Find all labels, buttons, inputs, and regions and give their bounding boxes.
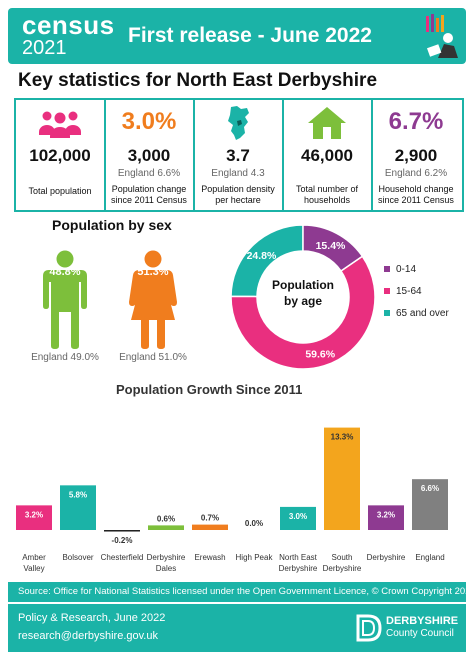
stat-percent: 3.0% <box>121 108 177 135</box>
x-tick-label: Amber <box>22 553 46 562</box>
x-tick-label: High Peak <box>236 553 274 562</box>
logo-sub: County Council <box>386 628 454 639</box>
male-percent: 48.8% <box>49 266 81 278</box>
x-tick-label: South <box>332 553 353 562</box>
bar <box>324 427 360 530</box>
donut-slice-label: 24.8% <box>247 250 277 262</box>
x-tick-label: Derbyshire <box>279 564 318 573</box>
derbyshire-logo: DERBYSHIRE County Council <box>356 612 459 644</box>
stat-england: England 4.3 <box>211 168 265 179</box>
bar <box>192 524 228 530</box>
x-tick-label: Derbyshire <box>147 553 186 562</box>
stat-value: 2,900 <box>394 146 438 165</box>
legend-label: 0-14 <box>396 263 417 275</box>
stat-population-change: 3.0% 3,000 England 6.6% Population chang… <box>105 100 195 210</box>
stat-label: Household change since 2011 Census <box>378 184 454 205</box>
female-england: England 51.0% <box>119 352 187 363</box>
population-by-age-donut: Population by age 15.4% 59.6% 24.8% <box>230 224 376 370</box>
bar-data-label: 3.0% <box>289 512 307 521</box>
female-figure-icon <box>129 250 177 349</box>
bar <box>16 505 52 530</box>
census-figures-icon <box>426 14 458 58</box>
donut-slice-label: 59.6% <box>305 348 335 360</box>
stat-population-density: 3.7 England 4.3 Population density per h… <box>194 100 284 210</box>
population-by-sex-title: Population by sex <box>52 217 172 233</box>
stat-label: Population density per hectare <box>201 184 275 205</box>
stat-england: England 6.2% <box>384 168 448 179</box>
bar <box>368 505 404 530</box>
derbyshire-d-icon <box>356 614 382 642</box>
key-stats-panel: 102,000 Total population 3.0% 3,000 Engl… <box>14 98 464 212</box>
release-title: First release - June 2022 <box>128 24 372 47</box>
donut-center-label-line1: Population <box>272 278 334 292</box>
legend-swatch <box>384 266 390 272</box>
stat-value: 3.7 <box>226 146 250 165</box>
bar-data-label: 3.2% <box>377 510 395 519</box>
stat-total-population: 102,000 Total population <box>16 100 106 210</box>
x-tick-label: Dales <box>156 564 176 573</box>
x-tick-label: Valley <box>23 564 44 573</box>
stat-value: 46,000 <box>301 146 353 165</box>
x-tick-label: Erewash <box>194 553 225 562</box>
x-tick-label: North East <box>279 553 318 562</box>
census-logo-year: 2021 <box>22 37 67 59</box>
legend-label: 65 and over <box>396 307 449 319</box>
footer-email-link[interactable]: research@derbyshire.gov.uk <box>18 630 158 642</box>
x-tick-label: Bolsover <box>62 553 93 562</box>
bar-data-label: 0.0% <box>245 519 263 528</box>
footer: Policy & Research, June 2022 research@de… <box>8 604 466 652</box>
derbyshire-map-icon <box>194 106 282 140</box>
age-legend: 0-14 15-64 65 and over <box>384 258 449 324</box>
donut-slice-label: 15.4% <box>316 240 346 252</box>
header-banner <box>8 8 466 64</box>
bar-data-label: 13.3% <box>331 433 354 442</box>
x-tick-label: Derbyshire <box>367 553 406 562</box>
bar <box>412 479 448 530</box>
legend-item-15-64: 15-64 <box>384 280 449 302</box>
stat-household-change: 6.7% 2,900 England 6.2% Household change… <box>372 100 460 210</box>
bar <box>280 506 316 530</box>
legend-item-65-and-over: 65 and over <box>384 302 449 324</box>
footer-publisher: Policy & Research, June 2022 <box>18 612 166 624</box>
stat-households: 46,000 Total number of households <box>283 100 373 210</box>
female-percent: 51.3% <box>137 266 169 278</box>
x-tick-label: Chesterfield <box>101 553 144 562</box>
stat-england: England 6.6% <box>117 168 181 179</box>
donut-center-label-line2: by age <box>284 294 322 308</box>
house-icon <box>283 106 371 140</box>
stat-value: 3,000 <box>127 146 171 165</box>
people-icon <box>16 106 104 140</box>
male-england: England 49.0% <box>31 352 99 363</box>
donut-slice-15-64 <box>230 255 376 370</box>
bar-data-label: 3.2% <box>25 510 43 519</box>
source-bar: Source: Office for National Statistics l… <box>8 582 474 602</box>
donut-slice-0-14 <box>302 224 364 273</box>
stat-label: Total population <box>28 186 92 196</box>
stat-percent: 6.7% <box>388 108 444 135</box>
growth-chart-title: Population Growth Since 2011 <box>116 382 303 397</box>
x-tick-label: Derbyshire <box>323 564 362 573</box>
bar-data-label: 0.6% <box>157 514 175 523</box>
male-figure-icon <box>43 250 87 349</box>
bar <box>104 530 140 532</box>
bar-data-label: 5.8% <box>69 490 87 499</box>
bar-data-label: -0.2% <box>112 536 133 545</box>
bar <box>148 525 184 530</box>
stat-label: Population change since 2011 Census <box>111 184 187 205</box>
bar-data-label: 6.6% <box>421 484 439 493</box>
x-tick-label: England <box>415 553 444 562</box>
census-logo-word: census <box>22 10 115 40</box>
bar <box>60 485 96 530</box>
stat-label: Total number of households <box>295 184 359 205</box>
legend-swatch <box>384 310 390 316</box>
logo-name: DERBYSHIRE <box>386 615 459 627</box>
legend-swatch <box>384 288 390 294</box>
population-growth-bar-chart: 3.2% Amber Valley 5.8% Bolsover -0.2% Chesterf… <box>16 427 448 573</box>
source-text: Source: Office for National Statistics l… <box>18 586 474 597</box>
legend-item-0-14: 0-14 <box>384 258 449 280</box>
stat-value: 102,000 <box>29 146 91 165</box>
page-title: Key statistics for North East Derbyshire <box>18 70 378 91</box>
legend-label: 15-64 <box>396 285 422 297</box>
bar-data-label: 0.7% <box>201 514 219 523</box>
